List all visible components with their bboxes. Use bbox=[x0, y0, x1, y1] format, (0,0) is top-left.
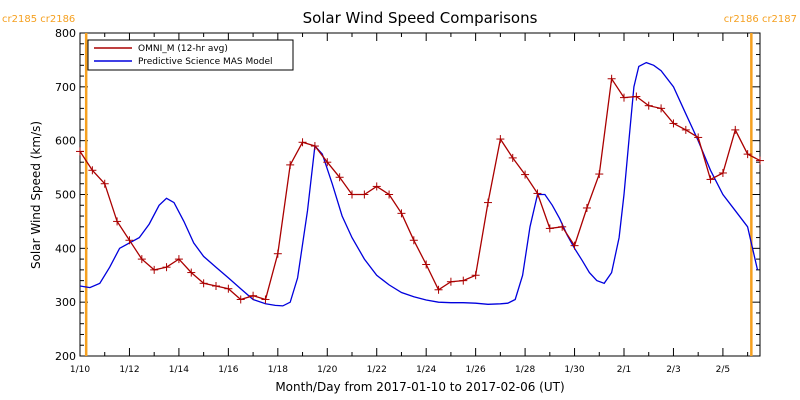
data-point-omni bbox=[545, 224, 554, 233]
data-point-omni bbox=[125, 236, 134, 245]
x-tick-label: 1/28 bbox=[515, 365, 535, 375]
legend: OMNI_M (12-hr avg) Predictive Science MA… bbox=[87, 39, 294, 71]
carrington-label-left: cr2185 cr2186 bbox=[2, 14, 75, 25]
x-tick-label: 1/16 bbox=[218, 365, 238, 375]
data-point-omni bbox=[261, 295, 270, 304]
data-point-omni bbox=[100, 179, 109, 188]
data-point-omni bbox=[298, 138, 307, 147]
x-axis: 1/10 1/12 1/14 1/16 1/18 1/20 1/22 1/24 1/26 1/28… bbox=[70, 33, 749, 375]
legend-label-model: Predictive Science MAS Model bbox=[138, 57, 273, 67]
x-axis-label: Month/Day from 2017-01-10 to 2017-02-06 … bbox=[275, 380, 564, 394]
chart-title: Solar Wind Speed Comparisons bbox=[303, 9, 538, 27]
data-point-omni bbox=[459, 276, 468, 285]
data-point-omni bbox=[731, 125, 740, 134]
data-point-omni bbox=[162, 263, 171, 272]
data-point-omni bbox=[348, 190, 356, 199]
data-point-omni bbox=[681, 125, 690, 134]
y-tick-label: 700 bbox=[55, 81, 76, 94]
x-tick-label: 1/14 bbox=[169, 365, 189, 375]
data-point-omni bbox=[669, 119, 678, 128]
data-point-omni bbox=[335, 173, 344, 182]
data-point-omni bbox=[150, 265, 159, 274]
data-point-omni bbox=[212, 282, 220, 291]
series-line-model bbox=[79, 61, 759, 307]
data-point-omni bbox=[224, 284, 233, 293]
plot-frame bbox=[79, 32, 761, 357]
data-point-omni bbox=[187, 268, 196, 277]
data-point-omni bbox=[249, 291, 258, 300]
x-tick-label: 2/1 bbox=[617, 365, 631, 375]
data-point-omni bbox=[88, 166, 97, 175]
y-tick-label: 200 bbox=[55, 350, 76, 363]
data-point-omni bbox=[385, 190, 394, 199]
data-point-omni bbox=[286, 160, 295, 169]
data-point-omni bbox=[409, 236, 418, 245]
data-point-omni bbox=[657, 104, 666, 113]
y-axis: 200 300 400 500 600 700 800 bbox=[55, 27, 760, 363]
data-point-omni bbox=[756, 156, 764, 165]
data-point-omni bbox=[372, 182, 381, 191]
x-tick-label: 1/30 bbox=[564, 365, 584, 375]
data-point-omni bbox=[310, 142, 319, 151]
data-point-omni bbox=[360, 190, 369, 199]
y-tick-label: 300 bbox=[55, 296, 76, 309]
data-point-omni bbox=[743, 150, 752, 159]
data-point-omni bbox=[607, 74, 616, 83]
data-point-omni bbox=[496, 135, 505, 144]
data-point-omni bbox=[397, 209, 406, 218]
x-tick-label: 1/12 bbox=[119, 365, 139, 375]
x-tick-label: 1/18 bbox=[268, 365, 288, 375]
data-point-omni bbox=[137, 255, 146, 264]
data-point-omni bbox=[174, 255, 183, 264]
data-point-omni bbox=[718, 168, 727, 177]
data-point-omni bbox=[199, 279, 208, 288]
data-point-omni bbox=[471, 271, 480, 280]
series-layer bbox=[76, 61, 764, 307]
x-tick-label: 1/24 bbox=[416, 365, 436, 375]
x-tick-label: 1/10 bbox=[70, 365, 90, 375]
data-point-omni bbox=[533, 189, 542, 198]
carrington-lines bbox=[84, 33, 753, 356]
series-line-omni bbox=[79, 76, 761, 301]
data-point-omni bbox=[236, 295, 245, 304]
data-point-omni bbox=[446, 277, 455, 286]
data-point-omni bbox=[644, 101, 653, 110]
data-point-omni bbox=[595, 170, 604, 179]
x-tick-label: 1/26 bbox=[466, 365, 486, 375]
data-point-omni bbox=[323, 158, 332, 167]
data-point-omni bbox=[570, 241, 579, 250]
data-point-omni bbox=[582, 203, 591, 212]
data-point-omni bbox=[422, 260, 431, 269]
x-tick-label: 2/5 bbox=[716, 365, 730, 375]
data-point-omni bbox=[273, 249, 282, 258]
x-tick-label: 1/20 bbox=[317, 365, 337, 375]
y-axis-label: Solar Wind Speed (km/s) bbox=[29, 121, 43, 269]
data-point-omni bbox=[632, 92, 641, 101]
y-tick-label: 800 bbox=[55, 27, 76, 40]
data-point-omni bbox=[694, 133, 703, 142]
data-point-omni bbox=[508, 153, 517, 162]
data-point-omni bbox=[521, 170, 530, 179]
data-point-omni bbox=[706, 175, 715, 184]
y-tick-label: 400 bbox=[55, 242, 76, 255]
data-point-omni bbox=[484, 198, 492, 207]
y-tick-label: 500 bbox=[55, 189, 76, 202]
y-tick-label: 600 bbox=[55, 135, 76, 148]
data-point-omni bbox=[558, 222, 567, 231]
carrington-label-right: cr2186 cr2187 bbox=[724, 14, 797, 25]
data-point-omni bbox=[76, 147, 84, 156]
legend-label-omni: OMNI_M (12-hr avg) bbox=[138, 44, 228, 54]
data-point-omni bbox=[620, 93, 628, 102]
data-point-omni bbox=[113, 217, 122, 226]
legend-box bbox=[87, 39, 294, 71]
x-tick-label: 1/22 bbox=[367, 365, 387, 375]
x-tick-label: 2/3 bbox=[666, 365, 680, 375]
data-point-omni bbox=[434, 285, 443, 294]
